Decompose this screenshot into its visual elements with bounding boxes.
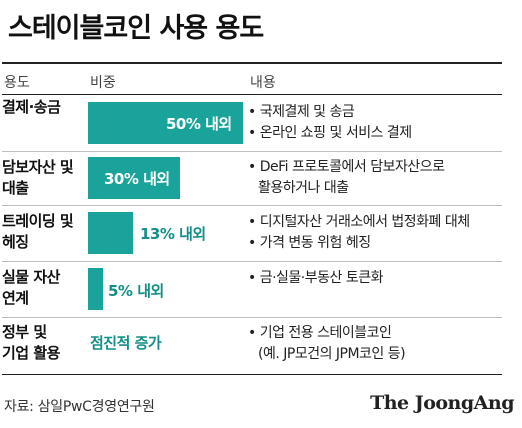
source-note: 자료: 삼일PwC경영연구원 (4, 399, 155, 415)
detail-line: • 디지털자산 거래소에서 법정화폐 대체 (248, 214, 470, 230)
use-cell-collateral: 담보자산 및 대출 (2, 157, 74, 199)
detail-line: • 가격 변동 위험 헤징 (248, 235, 371, 251)
use-label-line2: 연계 (2, 289, 29, 307)
table-bottom-rule (2, 374, 502, 375)
row-divider (2, 151, 502, 152)
detail-cell-real-assets: • 금·실물·부동산 토큰화 (248, 268, 383, 289)
share-label-real-assets: 5% 내외 (108, 282, 164, 300)
share-bar-payment (88, 102, 243, 144)
use-label-line2: 대출 (2, 179, 29, 197)
column-header-content: 내용 (250, 75, 276, 91)
publisher-logo: The JoongAng (370, 392, 514, 414)
use-label-line2: 헤징 (2, 233, 29, 251)
detail-line: • 온라인 쇼핑 및 서비스 결제 (248, 125, 412, 141)
use-cell-real-assets: 실물 자산 연계 (2, 267, 60, 309)
share-bar-trading (88, 212, 133, 254)
use-cell-government: 정부 및 기업 활용 (2, 322, 60, 364)
use-label-line2: 기업 활용 (2, 344, 60, 362)
header-top-rule (2, 62, 502, 64)
share-bar-real-assets (88, 268, 103, 310)
detail-line: • 금·실물·부동산 토큰화 (248, 270, 383, 286)
use-cell-payment: 결제·송금 (2, 97, 61, 118)
detail-cell-collateral: • DeFi 프로토콜에서 담보자산으로 활용하거나 대출 (248, 157, 445, 199)
use-label-line1: 실물 자산 (2, 268, 60, 286)
detail-cell-government: • 기업 전용 스테이블코인 (예. JP모건의 JPM코인 등) (248, 323, 406, 365)
column-header-use: 용도 (4, 75, 30, 91)
row-divider (2, 205, 502, 206)
use-label-line1: 트레이딩 및 (2, 212, 74, 230)
detail-line: 활용하거나 대출 (258, 180, 349, 196)
use-label-line1: 결제·송금 (2, 98, 61, 116)
header-bottom-rule (2, 94, 502, 95)
column-header-share: 비중 (90, 75, 116, 91)
detail-line: • DeFi 프로토콜에서 담보자산으로 (248, 159, 445, 175)
use-cell-trading: 트레이딩 및 헤징 (2, 211, 74, 253)
detail-line: • 국제결제 및 송금 (248, 104, 355, 120)
detail-line: (예. JP모건의 JPM코인 등) (258, 346, 406, 362)
use-label-line1: 담보자산 및 (2, 158, 74, 176)
use-label-line1: 정부 및 (2, 323, 47, 341)
share-bar-collateral (88, 157, 180, 199)
page-title: 스테이블코인 사용 용도 (8, 13, 264, 44)
row-divider (2, 317, 502, 318)
row-divider (2, 261, 502, 262)
share-label-collateral: 30% 내외 (104, 170, 170, 188)
detail-cell-trading: • 디지털자산 거래소에서 법정화폐 대체 • 가격 변동 위험 헤징 (248, 212, 470, 254)
share-label-government: 점진적 증가 (90, 334, 162, 352)
detail-cell-payment: • 국제결제 및 송금 • 온라인 쇼핑 및 서비스 결제 (248, 102, 412, 144)
share-label-payment: 50% 내외 (166, 115, 232, 133)
share-label-trading: 13% 내외 (140, 225, 206, 243)
detail-line: • 기업 전용 스테이블코인 (248, 325, 392, 341)
